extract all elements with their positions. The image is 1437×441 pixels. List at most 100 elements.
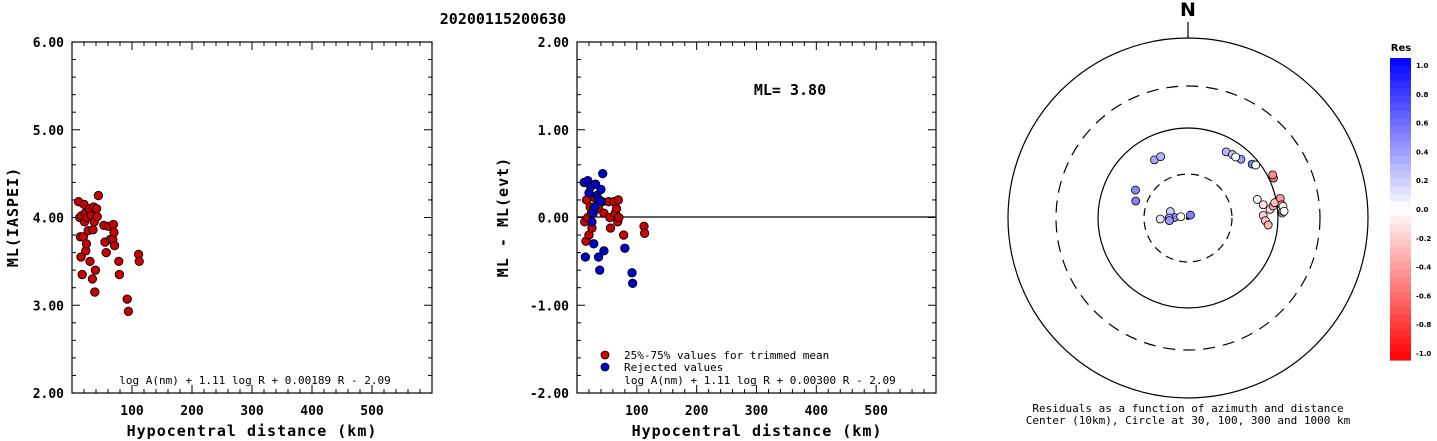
polar-residual-plot: N Residuals as a function of azimuth and… (1007, 0, 1369, 427)
data-point (109, 227, 119, 238)
polar-point (1268, 170, 1278, 180)
data-point (587, 217, 597, 227)
colorbar-cells (1390, 58, 1411, 361)
colorbar-cell (1390, 284, 1411, 293)
colorbar-cell (1390, 148, 1411, 157)
legend-label-rejected: Rejected values (624, 361, 723, 374)
data-point (122, 294, 132, 304)
data-point (88, 225, 98, 235)
data-point (92, 211, 102, 222)
colorbar-cell (1390, 193, 1411, 203)
colorbar-cell (1390, 209, 1411, 218)
data-point (87, 274, 98, 284)
data-point (595, 265, 605, 275)
legend-marker-trimmed (600, 350, 610, 360)
colorbar-label: 0.6 (1416, 120, 1429, 128)
plot1-ylabel: ML(IASPEI) (4, 167, 22, 267)
plot2-ylabel: ML - ML(evt) (494, 157, 512, 277)
colorbar-cell (1390, 314, 1411, 323)
polar-point (1131, 196, 1141, 206)
data-point (613, 195, 623, 205)
plot2-points (579, 168, 650, 288)
plot-ml-iaspei: 100 200 300 400 500 2.00 3.00 4.00 5.00 6.00 log … (4, 36, 433, 440)
polar-points (1131, 147, 1289, 230)
data-point (593, 252, 604, 262)
colorbar-cell (1390, 73, 1411, 82)
plot1-formula: log A(nm) + 1.11 log R + 0.00189 R - 2.0… (119, 374, 391, 387)
data-point (627, 268, 637, 278)
colorbar-label: 0.4 (1416, 148, 1429, 156)
colorbar-cell (1390, 95, 1411, 104)
data-point (599, 246, 609, 256)
plot-ml-residual: 100 200 300 400 500 -2.00 -1.00 0.00 1.00 2.00 ML… (494, 36, 937, 440)
ring-30km (1143, 173, 1233, 263)
data-point (590, 202, 600, 212)
data-point (614, 212, 624, 223)
north-label: N (1180, 0, 1196, 21)
colorbar-label: 0.2 (1416, 177, 1429, 185)
colorbar-cell (1390, 186, 1411, 195)
colorbar-cell (1390, 329, 1411, 338)
data-point (109, 240, 120, 251)
y-tick-label: 4.00 (33, 212, 64, 227)
data-point (639, 228, 650, 238)
data-point (596, 184, 606, 195)
colorbar-cell (1390, 80, 1411, 89)
colorbar-cell (1390, 239, 1411, 248)
colorbar-cell (1390, 58, 1411, 67)
data-point (108, 219, 119, 230)
figure-title: 20200115200630 (440, 10, 566, 28)
colorbar-cell (1390, 269, 1411, 278)
colorbar-label: -0.2 (1416, 235, 1431, 243)
colorbar-cell (1390, 292, 1411, 301)
colorbar-cell (1390, 125, 1411, 135)
colorbar-label: -0.6 (1416, 292, 1431, 300)
y-tick-label: 1.00 (538, 124, 569, 139)
data-point (90, 287, 100, 297)
legend-marker-rejected (600, 362, 610, 372)
data-point (81, 239, 92, 249)
colorbar-title: Res (1391, 43, 1411, 54)
colorbar-cell (1390, 231, 1411, 240)
colorbar-cell (1390, 201, 1411, 210)
x-tick-label: 300 (240, 404, 264, 419)
x-tick-label: 300 (745, 404, 769, 419)
colorbar-cell (1390, 88, 1411, 97)
polar-caption-line1: Residuals as a function of azimuth and d… (1032, 402, 1343, 415)
ring-300km (1055, 85, 1321, 351)
colorbar-cell (1390, 110, 1411, 119)
colorbar-cell (1390, 276, 1411, 286)
data-point (589, 239, 599, 249)
data-point (76, 252, 86, 262)
colorbar-cell (1390, 352, 1411, 361)
colorbar-cell (1390, 65, 1411, 74)
plot2-formula: log A(nm) + 1.11 log R + 0.00300 R - 2.0… (624, 374, 896, 387)
colorbar-label: -0.4 (1416, 264, 1431, 272)
colorbar-cell (1390, 246, 1411, 255)
colorbar-label: 0.0 (1416, 206, 1429, 214)
y-tick-label: 3.00 (33, 299, 64, 314)
colorbar-cell (1390, 141, 1411, 150)
colorbar-cell (1390, 178, 1411, 187)
colorbar-cell (1390, 103, 1411, 112)
data-point (611, 204, 622, 214)
data-point (85, 256, 95, 267)
y-tick-label: -1.00 (530, 299, 569, 314)
y-tick-label: 2.00 (538, 36, 569, 51)
colorbar-label: 1.0 (1416, 62, 1429, 70)
data-point (123, 306, 134, 317)
colorbar-cell (1390, 171, 1411, 180)
data-point (134, 256, 144, 267)
colorbar-cell (1390, 344, 1411, 354)
polar-point (1131, 185, 1140, 195)
colorbar-cell (1390, 322, 1411, 331)
colorbar-label: -0.8 (1416, 321, 1431, 329)
ring-1000km (1007, 37, 1369, 399)
data-point (91, 204, 102, 214)
x-tick-label: 400 (300, 404, 324, 419)
colorbar-cell (1390, 163, 1411, 172)
x-tick-label: 100 (625, 404, 649, 419)
plot1-xlabel: Hypocentral distance (km) (127, 422, 378, 440)
polar-point (1263, 220, 1273, 230)
residual-colorbar: Res 1.0 0.8 0.6 0.4 0.2 0.0 -0.2 -0.4 -0.6 -0.8 -1… (1390, 43, 1431, 361)
